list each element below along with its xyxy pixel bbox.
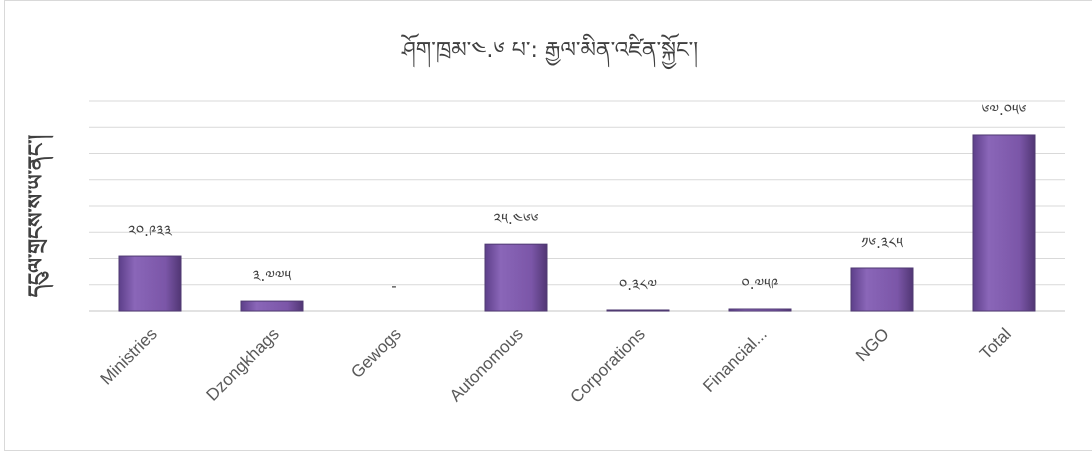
- data-label: ༣.༧༧༥: [253, 267, 292, 285]
- data-label: ༡༦.༣༨༥: [861, 234, 903, 252]
- gridlines: [89, 100, 1065, 312]
- data-label: ༢༠.༩༣༣: [128, 222, 173, 240]
- bar-chart: ཤོག་ཁྲམ་༤.༦ པ་: རྒྱལ་མིན་འཛིན་སྐྱོང་། དང…: [24, 33, 1065, 407]
- bar: [240, 300, 304, 312]
- x-tick-labels: Ministries Dzongkhags Gewogs Autonomous Corp…: [97, 324, 1015, 406]
- x-tick-label: Gewogs: [347, 324, 405, 382]
- data-label: ༠.༧༥༩: [742, 275, 779, 293]
- x-tick-label: Autonomous: [446, 324, 527, 405]
- bar: [118, 255, 182, 312]
- bar: [972, 134, 1036, 312]
- bar: [484, 243, 548, 312]
- chart-frame: ཤོག་ཁྲམ་༤.༦ པ་: རྒྱལ་མིན་འཛིན་སྐྱོང་། དང…: [4, 0, 1092, 451]
- chart-title: ཤོག་ཁྲམ་༤.༦ པ་: རྒྱལ་མིན་འཛིན་སྐྱོང་།: [400, 33, 698, 70]
- data-label: -: [391, 277, 396, 295]
- bars: [118, 134, 1036, 312]
- x-tick-label: Financial...: [699, 324, 771, 396]
- bar: [606, 309, 670, 312]
- y-axis-label: དངུལ་གྲངས་ས་ཡ་ནང་།: [24, 134, 54, 297]
- bar: [850, 267, 914, 312]
- data-label: ༠.༣༨༧: [619, 276, 657, 294]
- x-tick-label: Dzongkhags: [203, 324, 283, 404]
- data-label: ༦༧.༠༥༦: [982, 101, 1027, 119]
- x-tick-label: Total: [976, 324, 1015, 363]
- x-tick-label: Corporations: [567, 324, 649, 406]
- x-tick-label: Ministries: [97, 324, 161, 388]
- data-label: ༢༥.༤༦༦: [493, 210, 538, 228]
- x-tick-label: NGO: [852, 324, 893, 365]
- data-labels: ༢༠.༩༣༣ ༣.༧༧༥ - ༢༥.༤༦༦ ༠.༣༨༧ ༠.༧༥༩ ༡༦.༣༨༥ ༦༧.༠༥༦: [128, 101, 1027, 295]
- bar: [728, 308, 792, 312]
